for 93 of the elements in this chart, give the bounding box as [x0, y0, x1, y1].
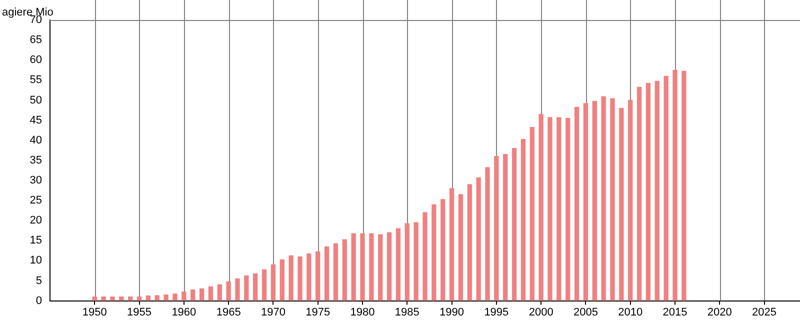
- y-tick-label: 60: [30, 54, 42, 66]
- y-tick-label: 45: [30, 114, 42, 126]
- bar: [503, 154, 508, 301]
- bar: [628, 100, 633, 301]
- bar: [601, 96, 606, 301]
- bar: [646, 82, 651, 301]
- y-tick-label: 65: [30, 34, 42, 46]
- bar: [360, 233, 365, 301]
- y-tick-label: 10: [30, 254, 42, 267]
- bar: [485, 167, 490, 301]
- x-tick-label: 1990: [440, 306, 464, 318]
- y-tick-label: 50: [30, 94, 42, 106]
- bar: [342, 239, 347, 301]
- x-tick-label: 1965: [216, 306, 241, 318]
- bar: [414, 222, 418, 301]
- x-tick-label: 2000: [528, 306, 554, 318]
- bar: [226, 281, 231, 301]
- y-tick-label: 30: [30, 174, 42, 186]
- bar: [556, 117, 562, 301]
- bar: [190, 289, 196, 301]
- bar: [208, 286, 214, 301]
- bar: [636, 86, 642, 301]
- bar: [520, 139, 526, 301]
- bar: [512, 148, 517, 301]
- bar: [270, 264, 276, 301]
- bar: [351, 233, 356, 301]
- bar: [164, 294, 168, 301]
- bar: [298, 256, 302, 301]
- bar: [467, 184, 472, 301]
- bar: [396, 228, 401, 301]
- bar: [110, 296, 115, 301]
- bar: [583, 103, 588, 301]
- bar: [610, 98, 615, 301]
- bar: [306, 253, 312, 301]
- x-tick-label: 2025: [752, 306, 777, 318]
- bar: [432, 204, 436, 301]
- bar: [280, 259, 284, 301]
- bar: [244, 275, 249, 301]
- y-tick-label: 15: [30, 234, 42, 247]
- x-tick-label: 1975: [306, 306, 330, 318]
- y-tick-label: 25: [30, 194, 42, 207]
- x-tick-label: 1950: [82, 306, 107, 318]
- bar: [146, 295, 151, 301]
- bar: [199, 288, 204, 301]
- x-tick-label: 1955: [127, 306, 152, 318]
- x-tick-label: 1980: [350, 306, 375, 318]
- y-tick-label: 35: [30, 154, 42, 166]
- bar: [253, 273, 258, 301]
- bar: [324, 246, 330, 301]
- x-tick-label: 1995: [484, 306, 509, 318]
- bar: [235, 278, 240, 301]
- y-tick-label: 20: [30, 214, 42, 227]
- bar: [119, 296, 124, 301]
- bar: [449, 188, 454, 301]
- bar: [476, 177, 481, 301]
- x-tick-label: 1960: [172, 306, 196, 318]
- x-tick-label: 2015: [662, 306, 688, 318]
- y-tick-label: 40: [30, 134, 42, 146]
- bar: [182, 291, 186, 301]
- bar: [262, 269, 267, 301]
- bar: [458, 194, 464, 301]
- bar: [378, 234, 383, 301]
- bar: [101, 296, 106, 301]
- bar: [288, 255, 294, 301]
- bar: [422, 212, 428, 301]
- x-tick-label: 2020: [707, 306, 732, 318]
- bar: [369, 233, 374, 301]
- bar: [672, 70, 678, 301]
- bar: [566, 118, 570, 301]
- y-tick-label: 5: [36, 274, 42, 287]
- bar: [494, 156, 499, 301]
- bar: [682, 70, 686, 301]
- x-tick-label: 1985: [394, 306, 420, 318]
- bar: [548, 117, 552, 301]
- x-tick-label: 1970: [260, 306, 286, 318]
- bar: [538, 114, 544, 301]
- bar: [574, 106, 580, 301]
- bar: [619, 108, 624, 301]
- bar: [530, 126, 534, 301]
- bar: [217, 284, 222, 301]
- bar: [654, 80, 660, 301]
- bar: [172, 293, 178, 301]
- bar: [592, 100, 597, 301]
- y-tick-label: 55: [30, 74, 42, 86]
- bar: [386, 232, 392, 301]
- bar: [316, 251, 320, 301]
- bar: [333, 243, 338, 301]
- x-tick-label: 2005: [573, 306, 598, 318]
- y-tick-label: 0: [36, 294, 42, 307]
- bar: [664, 76, 668, 301]
- bar: [440, 199, 446, 301]
- x-tick-label: 2010: [618, 306, 643, 318]
- bar: [404, 223, 410, 301]
